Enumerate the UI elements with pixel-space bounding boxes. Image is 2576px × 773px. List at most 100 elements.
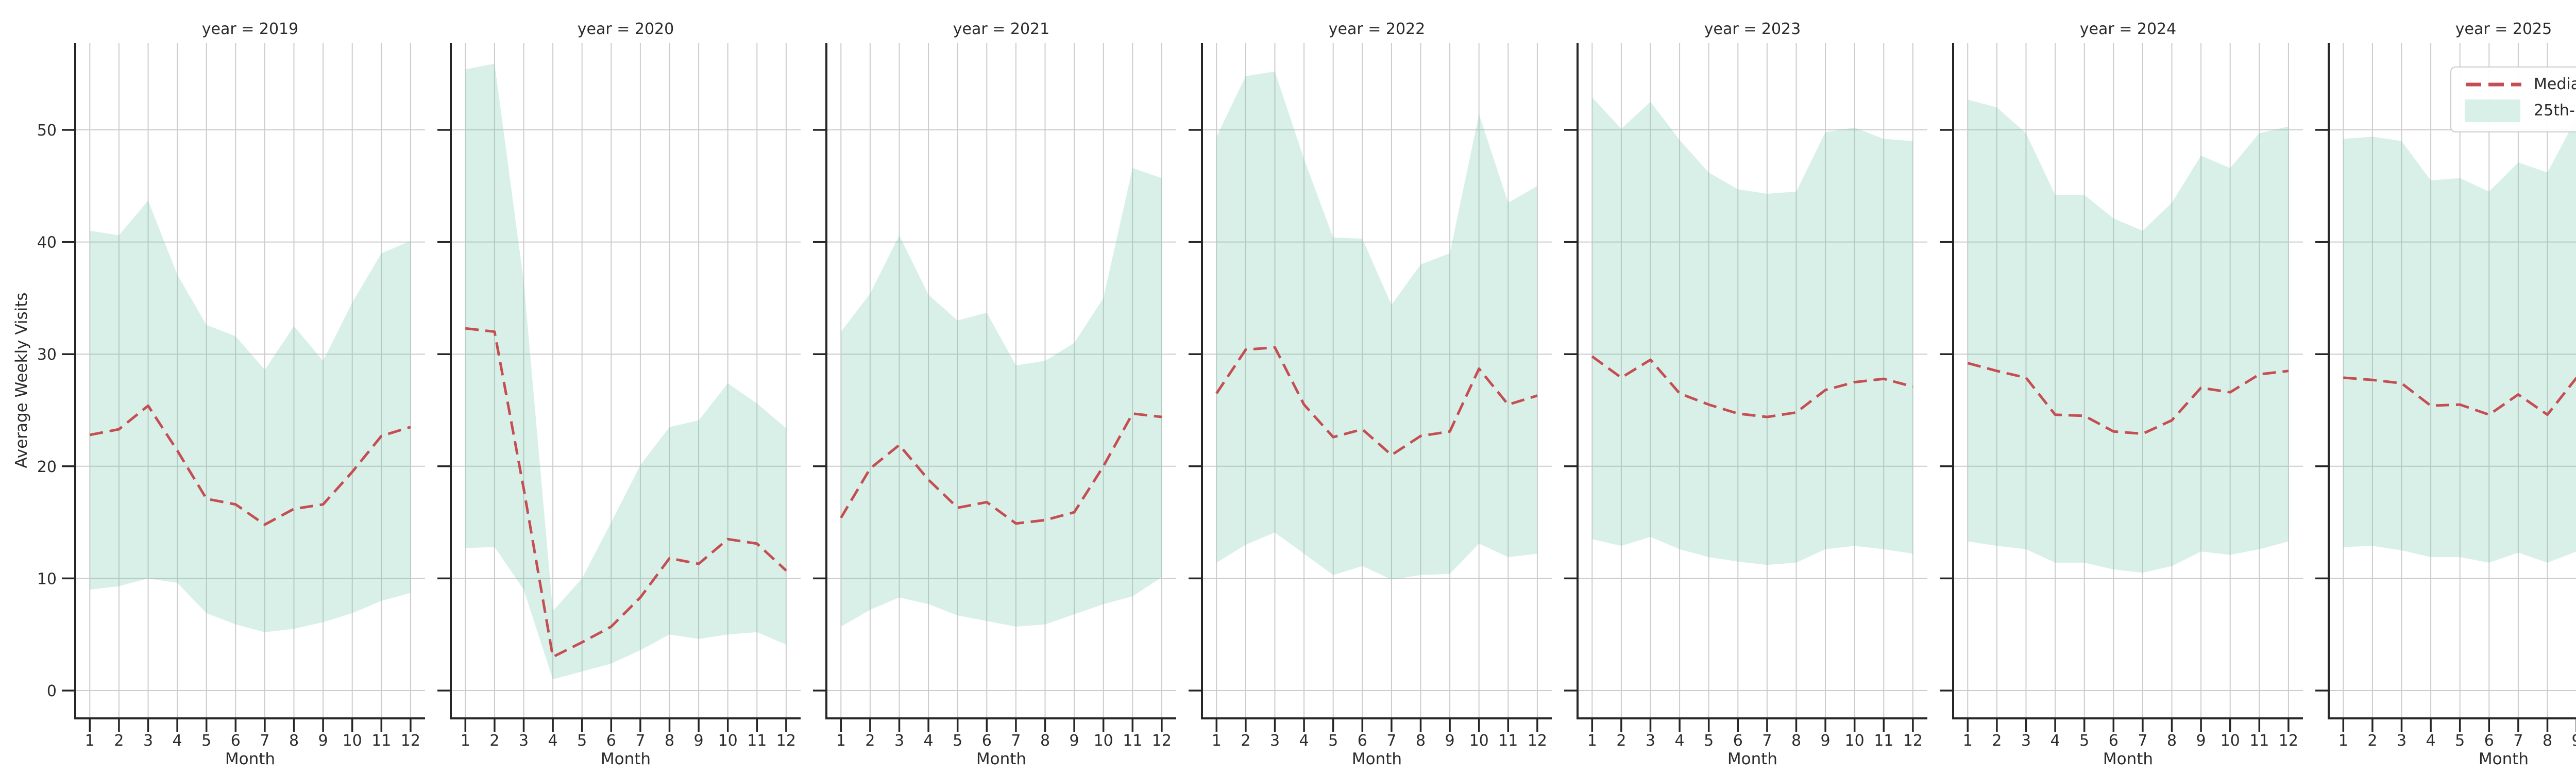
x-tick-label: 4: [2426, 732, 2436, 750]
x-tick-label: 10: [2221, 732, 2240, 750]
y-tick-labels: 0 10 20 30 40 50: [37, 122, 57, 700]
x-tick-label: 6: [1733, 732, 1743, 750]
median-line-2019: [89, 404, 411, 526]
x-tick-label: 9: [1821, 732, 1831, 750]
x-tick-label: 2: [489, 732, 499, 750]
facet-title-2025: year = 2025: [2455, 20, 2552, 38]
x-tick-label: 5: [1328, 732, 1338, 750]
x-tick-label: 3: [519, 732, 529, 750]
x-tick-label: 8: [665, 732, 674, 750]
x-tick-label: 3: [2021, 732, 2031, 750]
median-line-2021: [840, 412, 1162, 525]
facet-panel-2025: year = 2025123456789101112Month: [2315, 20, 2576, 768]
x-axis-label-2020: Month: [601, 750, 651, 768]
x-tick-label: 10: [1469, 732, 1489, 750]
axes-2025: [2315, 43, 2576, 732]
x-tick-label: 10: [718, 732, 738, 750]
median-line-2025: [2343, 376, 2576, 416]
facet-title-2024: year = 2024: [2080, 20, 2177, 38]
facet-title-2021: year = 2021: [953, 20, 1050, 38]
x-tick-label: 4: [2050, 732, 2060, 750]
y-tick-label: 40: [37, 234, 57, 252]
x-tick-labels-2022: 1 2 3 4 5 6 7 8 9 10 11 12: [1212, 732, 1547, 750]
x-tick-label: 6: [231, 732, 241, 750]
median-line-2020: [465, 327, 787, 659]
percentile-band-2022: [1216, 71, 1537, 580]
axes-2020: [437, 43, 801, 732]
x-tick-label: 5: [2455, 732, 2465, 750]
x-tick-label: 5: [201, 732, 211, 750]
legend: Median 25th-75th Percentile: [2450, 66, 2576, 132]
x-tick-label: 7: [635, 732, 645, 750]
x-tick-label: 11: [371, 732, 391, 750]
x-tick-label: 5: [577, 732, 587, 750]
x-tick-labels-2019: 1 2 3 4 5 6 7 8 9 10 11 12: [85, 732, 420, 750]
x-tick-label: 12: [2279, 732, 2298, 750]
axes-2023: [1564, 43, 1927, 732]
x-tick-label: 8: [1040, 732, 1050, 750]
median-dashed-line-swatch: [2465, 81, 2522, 88]
gridlines-2024: [1953, 43, 2303, 718]
x-tick-label: 12: [1528, 732, 1547, 750]
gridlines-2020: [451, 43, 801, 718]
legend-label-median: Median: [2534, 75, 2576, 93]
x-tick-label: 9: [2572, 732, 2576, 750]
x-tick-labels-2020: 1 2 3 4 5 6 7 8 9 10 11 12: [461, 732, 796, 750]
x-tick-labels-2024: 1 2 3 4 5 6 7 8 9 10 11 12: [1963, 732, 2298, 750]
x-tick-label: 9: [2196, 732, 2206, 750]
x-tick-label: 2: [2367, 732, 2377, 750]
x-tick-label: 1: [1587, 732, 1597, 750]
x-axis-label-2024: Month: [2103, 750, 2153, 768]
x-tick-label: 1: [2338, 732, 2348, 750]
y-tick-label: 0: [47, 682, 57, 700]
x-tick-label: 10: [1094, 732, 1113, 750]
x-tick-label: 4: [1299, 732, 1309, 750]
x-tick-label: 5: [953, 732, 962, 750]
x-tick-label: 11: [2249, 732, 2269, 750]
x-tick-label: 8: [1791, 732, 1801, 750]
gridlines-2019: [75, 43, 425, 718]
y-tick-label: 10: [37, 570, 57, 588]
x-tick-label: 4: [173, 732, 182, 750]
x-tick-label: 11: [1498, 732, 1518, 750]
x-tick-label: 1: [1212, 732, 1222, 750]
percentile-band-2023: [1592, 97, 1913, 565]
x-tick-label: 8: [2167, 732, 2177, 750]
gridlines-2025: [2329, 43, 2576, 718]
x-tick-label: 12: [776, 732, 796, 750]
x-tick-label: 7: [1386, 732, 1396, 750]
x-tick-label: 8: [2543, 732, 2552, 750]
x-tick-label: 5: [2079, 732, 2089, 750]
axes-2021: [813, 43, 1176, 732]
x-tick-label: 4: [548, 732, 558, 750]
x-tick-label: 8: [289, 732, 299, 750]
gridlines-2022: [1202, 43, 1552, 718]
x-axis-label-2025: Month: [2479, 750, 2529, 768]
x-axis-label-2023: Month: [1727, 750, 1777, 768]
y-axis-label: Average Weekly Visits: [12, 292, 31, 468]
x-tick-label: 10: [343, 732, 362, 750]
x-tick-label: 7: [2138, 732, 2147, 750]
x-tick-label: 7: [1762, 732, 1772, 750]
median-line-2023: [1591, 355, 1913, 418]
percentile-band-swatch: [2465, 99, 2522, 122]
x-tick-label: 1: [836, 732, 846, 750]
x-tick-labels-2023: 1 2 3 4 5 6 7 8 9 10 11 12: [1587, 732, 1923, 750]
legend-item-percentile-band: 25th-75th Percentile: [2465, 99, 2576, 122]
x-axis-label-2022: Month: [1352, 750, 1402, 768]
x-tick-label: 6: [1358, 732, 1367, 750]
x-tick-label: 1: [1963, 732, 1973, 750]
percentile-band-2019: [90, 200, 411, 632]
x-tick-label: 2: [865, 732, 875, 750]
x-tick-label: 11: [1123, 732, 1142, 750]
x-tick-label: 11: [1874, 732, 1893, 750]
x-tick-label: 2: [114, 732, 124, 750]
y-tick-label: 30: [37, 346, 57, 364]
